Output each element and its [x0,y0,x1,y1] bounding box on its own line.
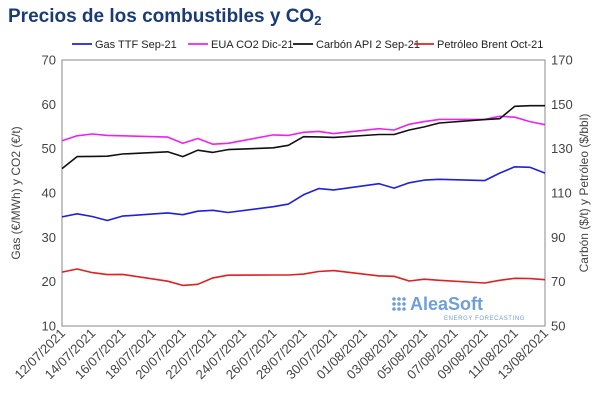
chart-title: Precios de los combustibles y CO2 [8,6,322,28]
plot-frame [61,59,546,327]
legend-item: Petróleo Brent Oct-21 [414,39,543,51]
y-left-tick-label: 50 [42,141,56,156]
y-left-tick-label: 40 [42,186,56,201]
y-right-tick-label: 90 [551,230,565,245]
series-line [61,268,546,287]
y-right-axis-label: Carbón ($/t) y Petróleo ($/bbl) [577,114,591,273]
y-right-tick-label: 110 [551,186,572,201]
y-right-tick-label: 150 [551,97,573,112]
legend-label: Petróleo Brent Oct-21 [437,39,543,51]
legend-label: Gas TTF Sep-21 [95,39,177,51]
legend-item: Carbón API 2 Sep-21 [293,39,420,51]
y-right-tick-label: 170 [551,53,573,68]
y-left-tick-label: 70 [42,53,56,68]
series-line [61,166,546,222]
y-left-tick-label: 20 [42,274,56,289]
y-left-tick-label: 60 [42,97,56,112]
watermark-brand: AleaSoft [410,294,483,314]
y-left-tick-label: 30 [42,230,56,245]
aleasoft-logo-icon [392,297,406,311]
series-lines [61,104,546,287]
y-right-tick-label: 70 [551,274,565,289]
legend-item: EUA CO2 Dic-21 [188,39,294,51]
y-left-axis-label: Gas (€/MWh) y CO2 (€/t) [9,126,23,259]
series-line [61,104,545,170]
y-left-tick-label: 10 [42,319,56,334]
y-right-tick-label: 130 [551,141,573,156]
legend-item: Gas TTF Sep-21 [72,39,177,51]
y-right-tick-label: 50 [551,319,565,334]
watermark: AleaSoft ENERGY FORECASTING [392,294,525,322]
watermark-tagline: ENERGY FORECASTING [444,316,525,322]
legend-label: Carbón API 2 Sep-21 [316,39,420,51]
legend: Gas TTF Sep-21 EUA CO2 Dic-21 Carbón API 2… [72,39,543,51]
legend-label: EUA CO2 Dic-21 [211,39,294,51]
